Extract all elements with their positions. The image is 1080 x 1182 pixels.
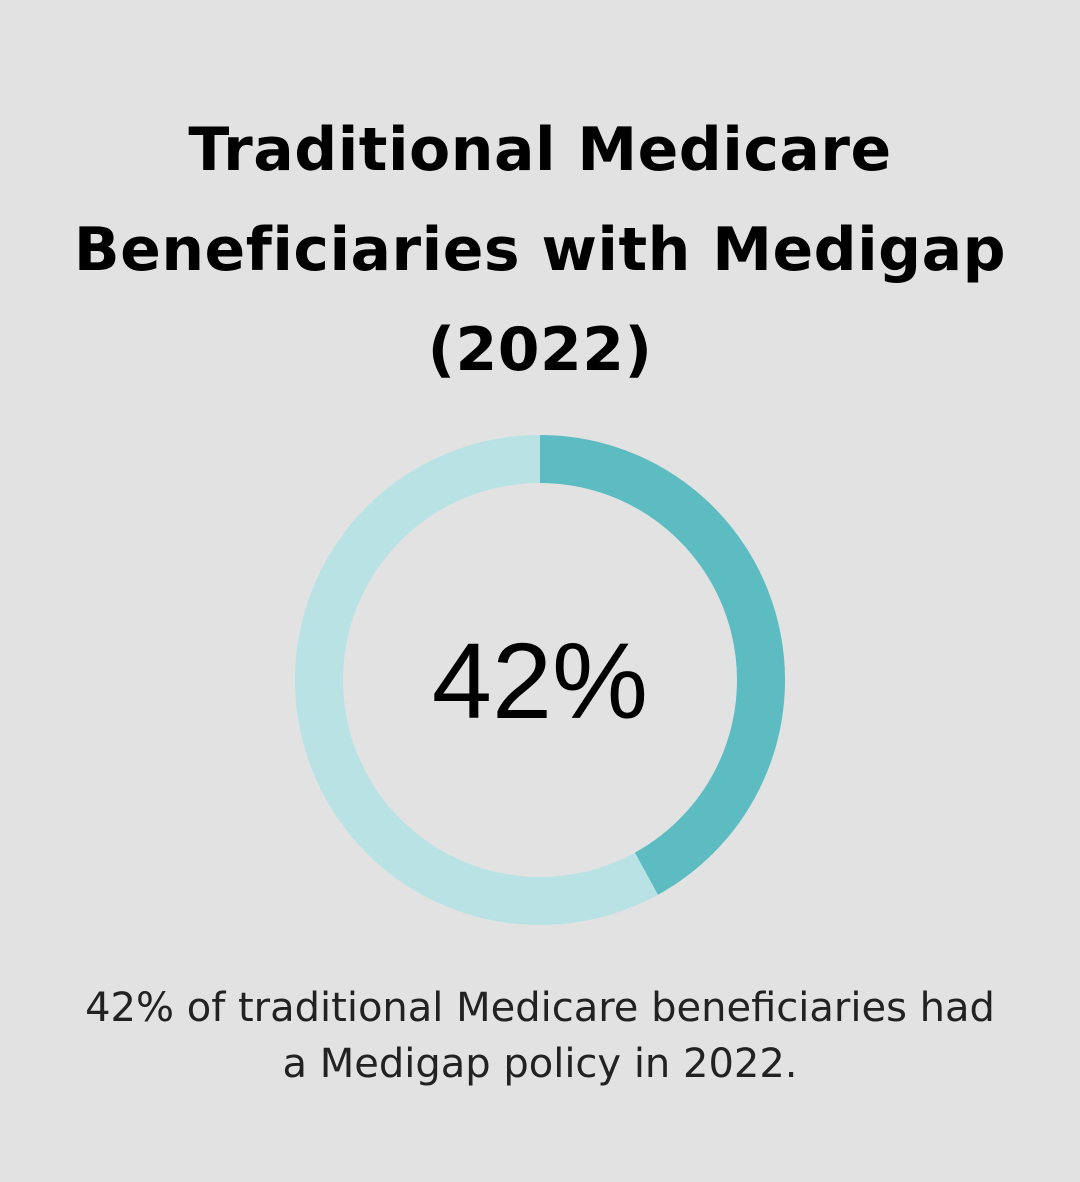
chart-title-line-1: Traditional Medicare [188,115,892,185]
chart-title: Traditional Medicare Beneficiaries with … [20,100,1060,400]
chart-title-line-3: (2022) [427,315,653,385]
donut-filled-arc [539,435,785,895]
chart-caption-line-1: 42% of traditional Medicare beneficiarie… [85,985,995,1031]
chart-caption-line-2: a Medigap policy in 2022. [282,1041,798,1087]
chart-title-line-2: Beneficiaries with Medigap [73,215,1007,285]
donut-chart: 42% [290,430,790,930]
chart-caption: 42% of traditional Medicare beneficiarie… [30,980,1050,1092]
center-value: 42% [431,619,649,741]
donut-chart-svg [295,435,785,925]
